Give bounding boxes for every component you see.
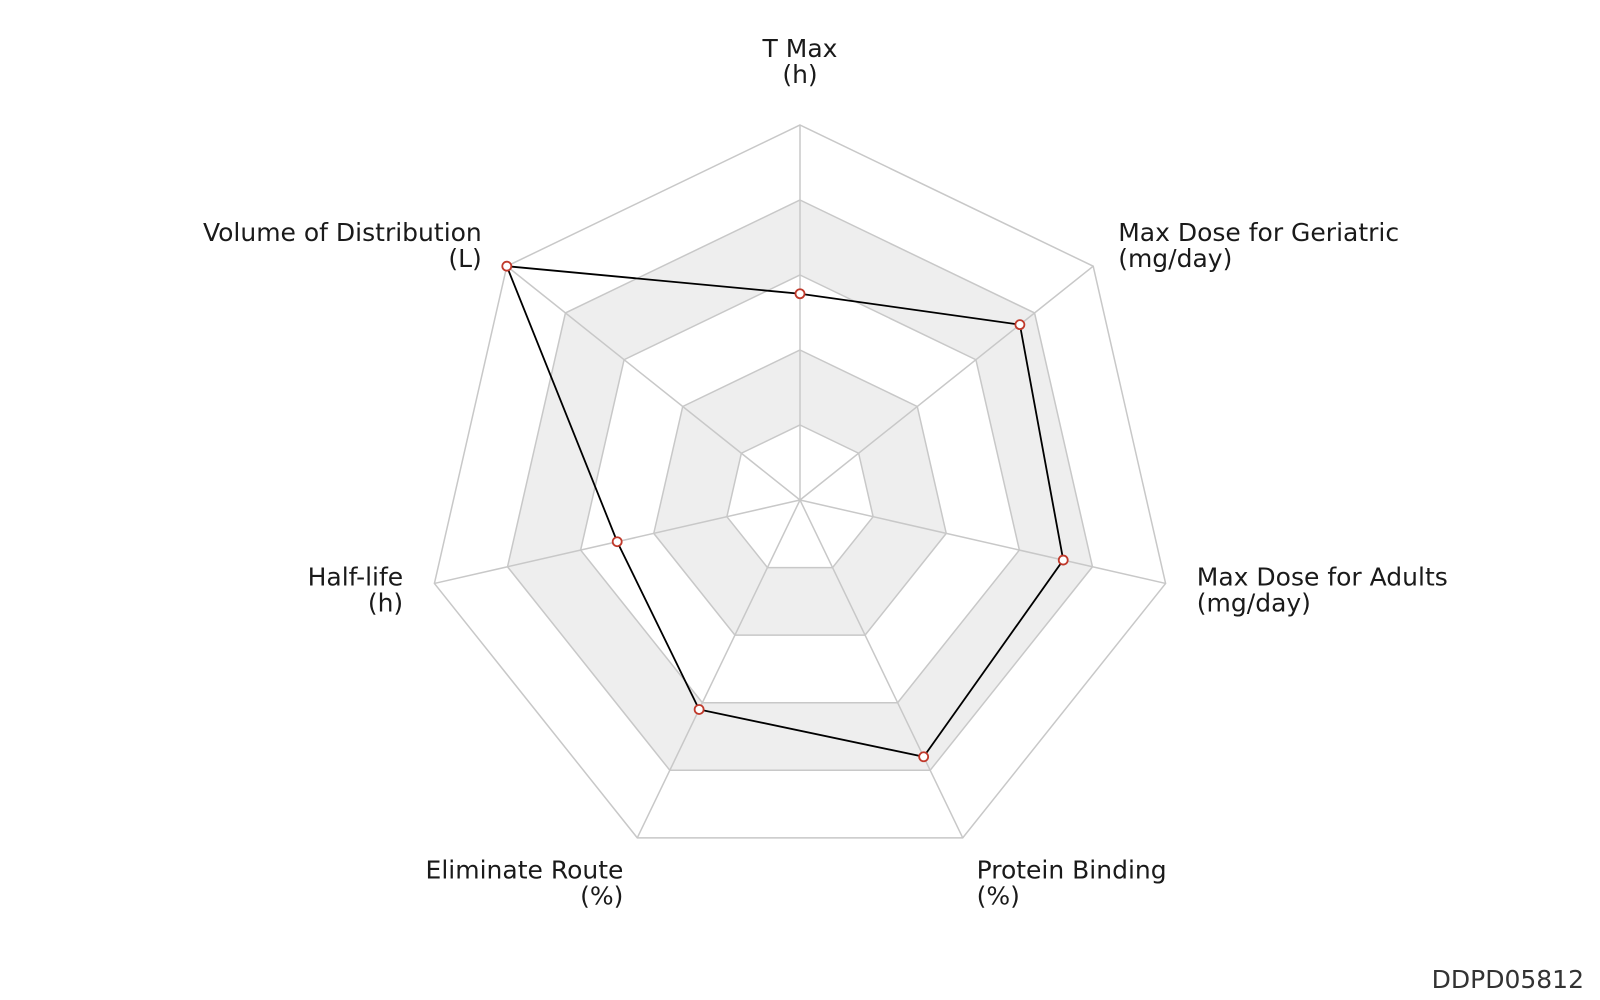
axis-unit: (%) [580,882,623,911]
axis-unit: (%) [977,882,1020,911]
axis-spoke-2 [799,499,1166,585]
chart-id: DDPD05812 [1431,965,1584,994]
grid-ring-5 [433,124,1167,839]
grid-ring-2 [652,349,948,636]
data-point-3 [918,751,930,763]
axis-unit: (mg/day) [1197,589,1311,618]
axis-name: Protein Binding [977,856,1167,885]
axis-spoke-4 [636,499,801,839]
axis-spoke-3 [799,499,964,839]
axis-name: Half-life [308,563,404,592]
axis-unit: (L) [448,244,481,273]
grid-rings [433,124,1167,839]
axis-name: Max Dose for Geriatric [1118,218,1399,247]
axis-spokes [434,125,1166,839]
axis-label-1: Max Dose for Geriatric (mg/day) [1118,218,1399,273]
axis-unit: (h) [782,60,817,89]
data-point-0 [794,288,806,300]
axis-label-5: Half-life (h) [308,563,404,618]
axis-label-4: Eliminate Route (%) [426,856,624,911]
axis-labels: T Max (h)Max Dose for Geriatric (mg/day)Ma… [203,34,1448,911]
grid-ring-4 [506,199,1094,772]
grid-ring-1 [726,424,874,569]
data-series [501,260,1069,763]
axis-label-0: T Max (h) [762,34,838,89]
axis-label-6: Volume of Distribution (L) [203,218,482,273]
grid-ring-3 [579,274,1021,704]
axis-name: Volume of Distribution [203,218,482,247]
axis-label-3: Protein Binding (%) [977,856,1167,911]
data-point-4 [693,704,705,715]
axis-unit: (h) [368,589,403,618]
axis-spoke-1 [799,265,1094,501]
axis-spoke-6 [506,265,801,501]
series-line [505,265,1065,758]
data-point-2 [1057,554,1069,566]
data-point-6 [501,260,513,272]
data-point-5 [611,536,623,548]
axis-name: T Max [762,34,838,63]
axis-label-2: Max Dose for Adults (mg/day) [1197,563,1448,618]
data-point-1 [1014,319,1026,331]
axis-unit: (mg/day) [1118,244,1232,273]
axis-name: Max Dose for Adults [1197,563,1448,592]
axis-name: Eliminate Route [426,856,624,885]
